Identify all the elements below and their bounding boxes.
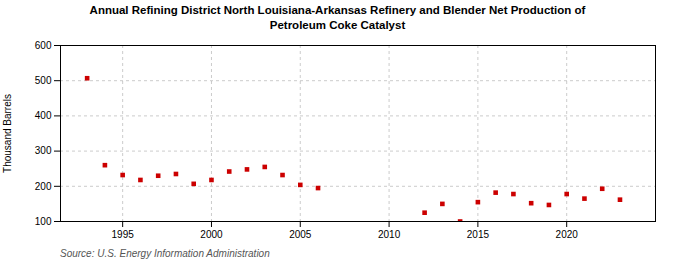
- svg-text:200: 200: [35, 181, 52, 192]
- svg-text:2005: 2005: [289, 229, 312, 240]
- svg-text:2015: 2015: [467, 229, 490, 240]
- html-text:Annual Refining District North: Annual Refining District North Louisiana…: [89, 4, 586, 16]
- svg-text:400: 400: [35, 110, 52, 121]
- svg-text:100: 100: [35, 216, 52, 227]
- html-text:Petroleum Coke Catalyst: Petroleum Coke Catalyst: [269, 19, 406, 31]
- svg-text:500: 500: [35, 75, 52, 86]
- svg-text:2010: 2010: [378, 229, 401, 240]
- svg-text:600: 600: [35, 40, 52, 51]
- svg-text:2000: 2000: [200, 229, 223, 240]
- svg-text:300: 300: [35, 145, 52, 156]
- svg-text:2020: 2020: [556, 229, 579, 240]
- svg-text:1995: 1995: [112, 229, 135, 240]
- html-text:Source: U.S. Energy Informatio: Source: U.S. Energy Information Administ…: [60, 248, 270, 259]
- svg-text:Thousand Barrels: Thousand Barrels: [2, 94, 13, 173]
